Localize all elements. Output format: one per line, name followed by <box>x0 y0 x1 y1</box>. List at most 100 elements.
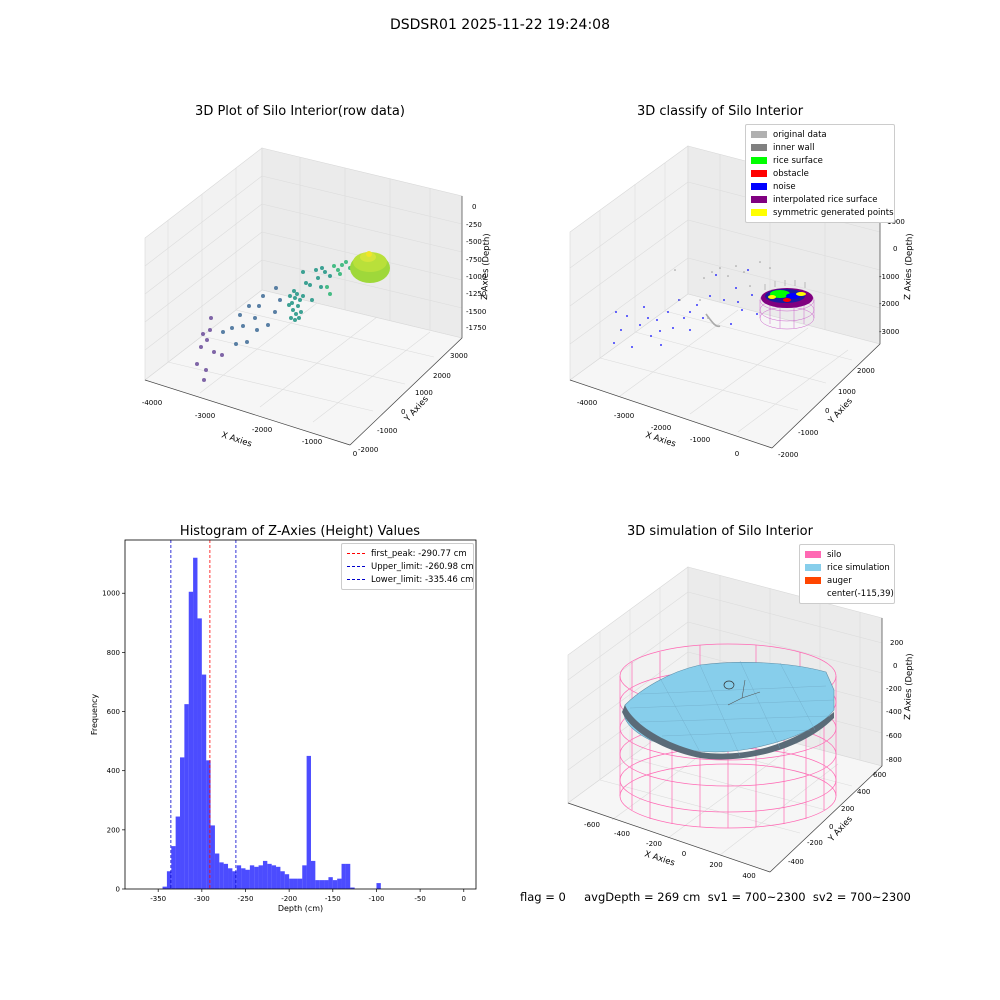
y-tick-label: 400 <box>107 767 120 775</box>
plot2-xlabel: X Axies <box>644 430 677 449</box>
legend-swatch <box>805 577 821 584</box>
svg-text:0: 0 <box>893 662 897 670</box>
legend-line <box>347 579 365 580</box>
histogram-bar <box>289 878 294 889</box>
legend-swatch <box>751 157 767 164</box>
svg-text:-3000: -3000 <box>879 328 899 336</box>
y-tick-label: 0 <box>116 886 120 894</box>
histogram-bar <box>175 816 181 889</box>
svg-text:-200: -200 <box>807 839 823 847</box>
svg-text:1000: 1000 <box>415 389 433 397</box>
histogram-bar <box>337 878 342 889</box>
legend-item: original data <box>751 128 889 141</box>
plot2-scatter-points <box>613 261 815 348</box>
x-tick-label: -150 <box>325 895 341 903</box>
svg-text:200: 200 <box>890 639 903 647</box>
histogram-bar <box>276 866 281 889</box>
legend-swatch <box>751 209 767 216</box>
plot1-scatter-points <box>195 251 390 382</box>
svg-text:-2000: -2000 <box>252 426 272 434</box>
x-tick-label: -300 <box>194 895 210 903</box>
svg-text:-2000: -2000 <box>778 451 798 459</box>
legend-swatch <box>751 144 767 151</box>
svg-text:-4000: -4000 <box>577 399 597 407</box>
svg-text:400: 400 <box>742 872 755 880</box>
histogram-bar <box>258 865 263 889</box>
histogram-bar <box>319 880 325 889</box>
histogram-bar <box>219 862 224 889</box>
svg-text:-1750: -1750 <box>466 324 486 332</box>
svg-text:3000: 3000 <box>450 352 468 360</box>
legend-item: noise <box>751 180 889 193</box>
y-tick-label: 200 <box>107 826 120 834</box>
histogram-bar <box>376 883 381 889</box>
legend-label: auger <box>827 575 852 586</box>
legend-swatch <box>751 183 767 190</box>
svg-text:0: 0 <box>829 823 833 831</box>
legend-item: Upper_limit: -260.98 cm <box>347 560 474 573</box>
legend-swatch <box>805 564 821 571</box>
histogram-chart: -350 -300 -250 -200 -150 -100 -50 0 0 200 400 600 80… <box>90 539 477 913</box>
y-tick-label: 800 <box>107 649 120 657</box>
legend-label: obstacle <box>773 168 809 179</box>
plot4-legend: silo rice simulation auger center(-115,3… <box>799 544 895 604</box>
svg-text:2000: 2000 <box>433 372 451 380</box>
histogram-bar <box>302 865 307 889</box>
histogram-legend: first_peak: -290.77 cm Upper_limit: -260… <box>341 543 474 590</box>
histogram-bar <box>284 874 290 889</box>
legend-label: rice simulation <box>827 562 890 573</box>
svg-text:-200: -200 <box>646 840 662 848</box>
plot1-ylabel: Y Axies <box>402 394 431 425</box>
svg-text:0: 0 <box>401 408 405 416</box>
x-tick-label: 0 <box>462 895 466 903</box>
plot1-3d-axes <box>144 147 463 446</box>
plot2-title: 3D classify of Silo Interior <box>636 104 804 119</box>
legend-label: interpolated rice surface <box>773 194 878 205</box>
plot1-zlabel: Z Axies (Depth) <box>480 233 492 300</box>
svg-text:0: 0 <box>682 850 686 858</box>
legend-item: inner wall <box>751 141 889 154</box>
svg-text:0: 0 <box>825 407 829 415</box>
svg-text:200: 200 <box>709 861 722 869</box>
histogram-bar <box>306 755 311 889</box>
histogram-bar <box>271 865 277 889</box>
histogram-bar <box>293 878 298 889</box>
plot4-auger <box>723 679 761 706</box>
legend-swatch <box>805 590 821 597</box>
legend-swatch <box>751 196 767 203</box>
legend-label: inner wall <box>773 142 815 153</box>
histogram-bar <box>254 866 259 889</box>
legend-label: symmetric generated points <box>773 207 894 218</box>
y-tick-label: 600 <box>107 708 120 716</box>
plot1-tick-labels: -4000 -3000 -2000 -1000 0 -2000 -1000 0 … <box>142 203 487 458</box>
histogram-bar <box>324 880 329 889</box>
svg-text:-3000: -3000 <box>614 412 634 420</box>
histogram-bar <box>280 871 285 889</box>
svg-text:-1000: -1000 <box>690 436 710 444</box>
x-tick-label: -50 <box>414 895 425 903</box>
histogram-bar <box>310 860 316 889</box>
histogram-ylabel: Frequency <box>90 694 99 736</box>
legend-swatch <box>751 170 767 177</box>
svg-text:0: 0 <box>893 245 897 253</box>
svg-text:-1000: -1000 <box>466 273 486 281</box>
svg-text:0: 0 <box>735 450 739 458</box>
legend-item: center(-115,39) <box>805 587 894 600</box>
plot2-tick-labels: -4000 -3000 -2000 -1000 0 -2000 -1000 0 … <box>577 218 905 459</box>
svg-text:-1000: -1000 <box>377 427 397 435</box>
histogram-bar <box>197 618 202 889</box>
histogram-bar <box>162 886 167 889</box>
plot1-xlabel: X Axies <box>220 430 253 449</box>
svg-text:-600: -600 <box>584 821 600 829</box>
legend-label: silo <box>827 549 842 560</box>
legend-item: Lower_limit: -335.46 cm <box>347 573 473 586</box>
svg-text:-1500: -1500 <box>466 308 486 316</box>
legend-line <box>347 566 365 567</box>
svg-text:1000: 1000 <box>838 388 856 396</box>
svg-text:-200: -200 <box>886 685 902 693</box>
histogram-bar <box>188 591 194 889</box>
histogram-bar <box>193 557 198 889</box>
histogram-bar <box>223 863 229 889</box>
svg-text:0: 0 <box>353 450 357 458</box>
histogram-bar <box>345 863 351 889</box>
